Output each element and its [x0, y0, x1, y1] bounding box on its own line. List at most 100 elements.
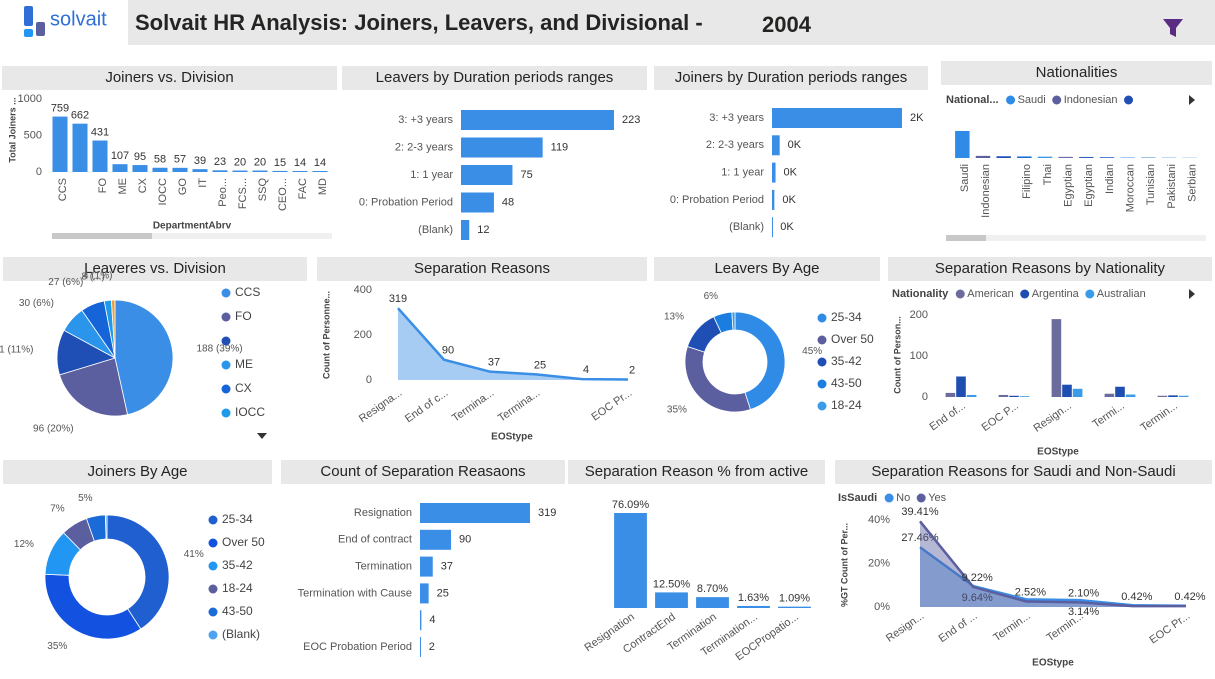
header-bar: [128, 0, 1215, 45]
bar: [1072, 388, 1083, 397]
data-label: 662: [71, 110, 89, 122]
legend-label: American: [967, 288, 1013, 300]
panel-title: Nationalities: [1036, 64, 1118, 81]
data-label: 0.42%: [1121, 591, 1152, 603]
bar: [1037, 156, 1053, 158]
legend-swatch: [1006, 95, 1016, 105]
data-label: 76.09%: [612, 499, 650, 511]
bar: [955, 131, 970, 158]
category-label: 2: 2-3 years: [706, 139, 765, 151]
panel-title: Joiners vs. Division: [105, 69, 233, 86]
bar: [772, 217, 773, 238]
legend-label: 43-50: [831, 376, 862, 390]
bar: [461, 165, 513, 185]
legend-label: 43-50: [222, 604, 253, 618]
data-label: 25: [534, 359, 546, 371]
data-label: 2: [429, 641, 435, 653]
line: [397, 307, 629, 381]
x-tick-label: Indian: [1104, 164, 1116, 194]
bar: [1120, 157, 1135, 158]
legend-scroll-arrow: [1189, 95, 1195, 105]
legend-label: Saudi: [1018, 94, 1046, 106]
bar: [52, 116, 68, 172]
category-label: 1: 1 year: [721, 167, 764, 179]
x-tick-label: Pakistani: [1166, 164, 1178, 209]
x-tick-label: ME: [117, 178, 129, 195]
data-label: 27.46%: [901, 532, 939, 544]
legend-label: Over 50: [222, 535, 265, 549]
panel-title-bar: [835, 460, 1212, 484]
legend-label: 35-42: [222, 558, 253, 572]
bar: [998, 394, 1009, 397]
x-axis-label: EOStype: [1032, 658, 1074, 669]
legend-swatch: [221, 384, 231, 394]
category-label: EOC Probation Period: [303, 641, 412, 653]
bar: [737, 605, 770, 608]
filter-icon[interactable]: [1163, 19, 1183, 37]
x-tick-label: Peo...: [217, 178, 229, 207]
panel-title-bar: [281, 460, 565, 484]
bar: [420, 503, 530, 523]
data-label: 75: [520, 169, 532, 181]
x-tick-label: Egyptian: [1063, 164, 1075, 207]
legend-swatch: [208, 515, 218, 525]
slice: [105, 514, 108, 540]
legend-swatch: [208, 607, 218, 617]
data-label: 20: [234, 156, 246, 168]
data-label: 119: [551, 141, 569, 153]
data-label: 35%: [667, 405, 687, 416]
bar: [72, 123, 88, 172]
bar: [152, 167, 168, 172]
x-tick-label: FCS...: [237, 178, 249, 209]
legend-label: Indonesian: [1064, 94, 1118, 106]
category-label: 2: 2-3 years: [395, 141, 454, 153]
data-label: 1.63%: [738, 592, 769, 604]
bar: [312, 170, 328, 172]
bar: [461, 110, 614, 130]
y-tick-label: 40%: [868, 514, 890, 526]
panel-title-bar: [654, 257, 880, 281]
x-tick-label: SSQ: [257, 178, 269, 202]
x-axis-label: DepartmentAbrv: [153, 221, 232, 232]
x-tick-label: Serbian: [1187, 164, 1199, 202]
x-tick-label: Thai: [1042, 164, 1054, 185]
bar: [975, 155, 991, 158]
category-label: 0: Probation Period: [670, 194, 764, 206]
data-label: 431: [91, 126, 109, 138]
bar: [1104, 393, 1115, 397]
data-label: 90: [459, 534, 471, 546]
panel-title-bar: [568, 460, 825, 484]
data-label: 90: [442, 345, 454, 357]
data-label: 7%: [50, 504, 65, 515]
bar: [1168, 395, 1178, 397]
data-label: 2K: [910, 112, 924, 124]
legend-title: National...: [946, 94, 999, 106]
data-label: 2.52%: [1015, 586, 1046, 598]
panel-title: Count of Separation Reasaons: [320, 463, 525, 480]
data-label: 14: [314, 157, 326, 169]
bar: [956, 376, 966, 397]
category-label: Termination with Cause: [298, 587, 412, 599]
slice: [59, 357, 129, 417]
data-label: 37: [441, 561, 453, 573]
legend-label: 35-42: [831, 354, 862, 368]
slice: [106, 514, 170, 630]
scrollbar-thumb: [52, 233, 152, 239]
legend-swatch: [817, 357, 827, 367]
data-label: 223: [622, 114, 640, 126]
x-tick-label: IOCC: [157, 178, 169, 206]
data-label: 12: [477, 224, 489, 236]
bar: [420, 637, 421, 657]
x-tick-label: CCS: [57, 178, 69, 201]
area: [920, 521, 1186, 607]
data-label: 2: [629, 364, 635, 376]
legend-swatch: [817, 335, 827, 345]
bar: [772, 135, 780, 156]
bar: [420, 610, 422, 631]
data-label: 6%: [704, 291, 719, 302]
x-tick-label: FO: [97, 178, 109, 194]
legend-swatch: [221, 288, 231, 298]
bar: [461, 137, 543, 158]
data-label: 95: [134, 151, 146, 163]
